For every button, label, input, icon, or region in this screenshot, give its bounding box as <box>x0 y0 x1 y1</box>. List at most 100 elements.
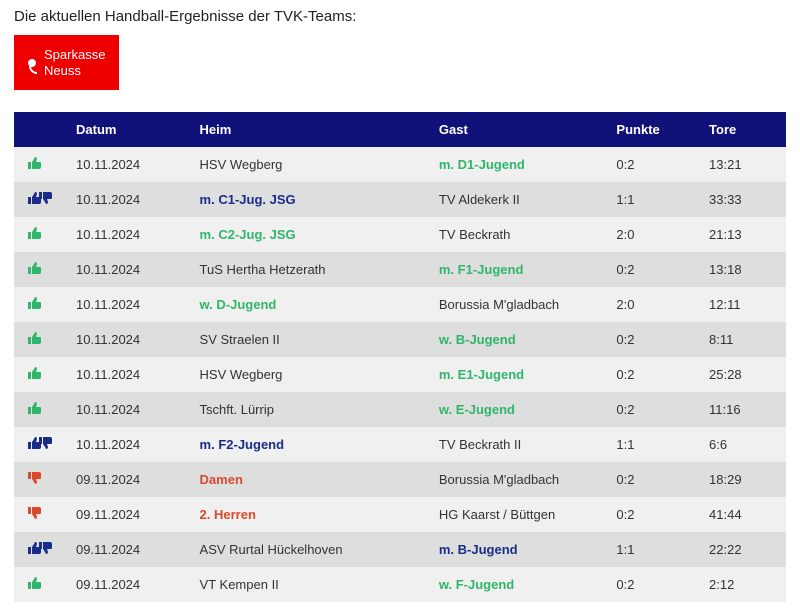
result-icon-cell <box>14 357 68 392</box>
home-cell: VT Kempen II <box>192 567 431 602</box>
points-cell: 0:2 <box>608 322 701 357</box>
away-team: HG Kaarst / Büttgen <box>439 507 555 522</box>
away-team: TV Beckrath II <box>439 437 521 452</box>
sponsor-line2: Neuss <box>44 63 105 79</box>
sponsor-line1: Sparkasse <box>44 47 105 63</box>
away-team[interactable]: m. B-Jugend <box>439 542 518 557</box>
home-cell: ASV Rurtal Hückelhoven <box>192 532 431 567</box>
home-team[interactable]: Damen <box>200 472 243 487</box>
result-icon-cell <box>14 567 68 602</box>
thumbs-up-icon <box>28 297 42 309</box>
away-cell: w. F-Jugend <box>431 567 609 602</box>
away-team[interactable]: m. E1-Jugend <box>439 367 524 382</box>
away-cell: TV Aldekerk II <box>431 182 609 217</box>
col-points: Punkte <box>608 112 701 147</box>
home-cell: Tschft. Lürrip <box>192 392 431 427</box>
page-title: Die aktuellen Handball-Ergebnisse der TV… <box>14 8 786 25</box>
goals-cell: 13:21 <box>701 147 786 182</box>
sponsor-text: Sparkasse Neuss <box>44 47 105 78</box>
date-cell: 09.11.2024 <box>68 532 192 567</box>
away-team[interactable]: m. D1-Jugend <box>439 157 525 172</box>
thumbs-up-icon <box>28 227 42 239</box>
points-cell: 1:1 <box>608 532 701 567</box>
goals-cell: 22:22 <box>701 532 786 567</box>
away-cell: m. D1-Jugend <box>431 147 609 182</box>
date-cell: 10.11.2024 <box>68 392 192 427</box>
result-icon-cell <box>14 287 68 322</box>
goals-cell: 11:16 <box>701 392 786 427</box>
result-icon-cell <box>14 322 68 357</box>
home-team: HSV Wegberg <box>200 367 283 382</box>
thumbs-up-icon <box>28 577 42 589</box>
date-cell: 10.11.2024 <box>68 147 192 182</box>
date-cell: 10.11.2024 <box>68 182 192 217</box>
away-cell: w. E-Jugend <box>431 392 609 427</box>
date-cell: 10.11.2024 <box>68 287 192 322</box>
result-icon-cell <box>14 532 68 567</box>
result-icon-cell <box>14 497 68 532</box>
points-cell: 1:1 <box>608 182 701 217</box>
table-row: 10.11.2024 Tschft. Lürrip w. E-Jugend 0:211… <box>14 392 786 427</box>
table-row: 10.11.2024m. F2-JugendTV Beckrath II1:16… <box>14 427 786 462</box>
away-cell: m. E1-Jugend <box>431 357 609 392</box>
table-row: 10.11.2024 TuS Hertha Hetzerath m. F1-Juge… <box>14 252 786 287</box>
home-team[interactable]: m. C2-Jug. JSG <box>200 227 296 242</box>
thumbs-up-icon <box>28 157 42 169</box>
away-cell: Borussia M'gladbach <box>431 287 609 322</box>
away-cell: m. F1-Jugend <box>431 252 609 287</box>
away-cell: TV Beckrath <box>431 217 609 252</box>
away-team: TV Beckrath <box>439 227 511 242</box>
result-icon-cell <box>14 392 68 427</box>
thumbs-down-icon <box>39 542 53 554</box>
goals-cell: 8:11 <box>701 322 786 357</box>
sponsor-badge[interactable]: Sparkasse Neuss <box>14 35 119 90</box>
date-cell: 09.11.2024 <box>68 567 192 602</box>
date-cell: 10.11.2024 <box>68 252 192 287</box>
home-cell: 2. Herren <box>192 497 431 532</box>
col-home: Heim <box>192 112 431 147</box>
table-header-row: Datum Heim Gast Punkte Tore <box>14 112 786 147</box>
table-row: 10.11.2024SV Straelen IIw. B-Jugend0:28:… <box>14 322 786 357</box>
result-icon-cell <box>14 252 68 287</box>
thumbs-up-icon <box>28 262 42 274</box>
home-cell: m. C1-Jug. JSG <box>192 182 431 217</box>
home-team: HSV Wegberg <box>200 157 283 172</box>
away-cell: m. B-Jugend <box>431 532 609 567</box>
home-team: ASV Rurtal Hückelhoven <box>200 542 343 557</box>
home-cell: m. F2-Jugend <box>192 427 431 462</box>
away-team[interactable]: w. E-Jugend <box>439 402 515 417</box>
table-row: 10.11.2024 HSV Wegberg m. D1-Jugend 0:213:2… <box>14 147 786 182</box>
points-cell: 2:0 <box>608 217 701 252</box>
sparkasse-icon <box>28 59 36 67</box>
home-team[interactable]: w. D-Jugend <box>200 297 277 312</box>
away-team[interactable]: w. B-Jugend <box>439 332 516 347</box>
home-cell: Damen <box>192 462 431 497</box>
date-cell: 10.11.2024 <box>68 322 192 357</box>
goals-cell: 13:18 <box>701 252 786 287</box>
away-cell: HG Kaarst / Büttgen <box>431 497 609 532</box>
table-row: 09.11.2024DamenBorussia M'gladbach0:218:… <box>14 462 786 497</box>
away-team[interactable]: w. F-Jugend <box>439 577 514 592</box>
away-team: TV Aldekerk II <box>439 192 520 207</box>
home-team[interactable]: 2. Herren <box>200 507 256 522</box>
points-cell: 0:2 <box>608 147 701 182</box>
table-row: 09.11.2024 ASV Rurtal Hückelhoven m. B-Jug… <box>14 532 786 567</box>
table-row: 09.11.20242. HerrenHG Kaarst / Büttgen0:… <box>14 497 786 532</box>
points-cell: 0:2 <box>608 392 701 427</box>
points-cell: 2:0 <box>608 287 701 322</box>
home-team: Tschft. Lürrip <box>200 402 274 417</box>
date-cell: 10.11.2024 <box>68 217 192 252</box>
goals-cell: 33:33 <box>701 182 786 217</box>
home-cell: HSV Wegberg <box>192 357 431 392</box>
thumbs-down-icon <box>39 192 53 204</box>
home-cell: w. D-Jugend <box>192 287 431 322</box>
away-team[interactable]: m. F1-Jugend <box>439 262 524 277</box>
goals-cell: 12:11 <box>701 287 786 322</box>
table-row: 10.11.2024 w. D-Jugend Borussia M'gladbach… <box>14 287 786 322</box>
thumbs-down-icon <box>28 507 42 519</box>
home-team[interactable]: m. C1-Jug. JSG <box>200 192 296 207</box>
thumbs-up-icon <box>28 332 42 344</box>
home-team[interactable]: m. F2-Jugend <box>200 437 285 452</box>
home-team: TuS Hertha Hetzerath <box>200 262 326 277</box>
table-row: 09.11.2024VT Kempen IIw. F-Jugend0:22:12 <box>14 567 786 602</box>
